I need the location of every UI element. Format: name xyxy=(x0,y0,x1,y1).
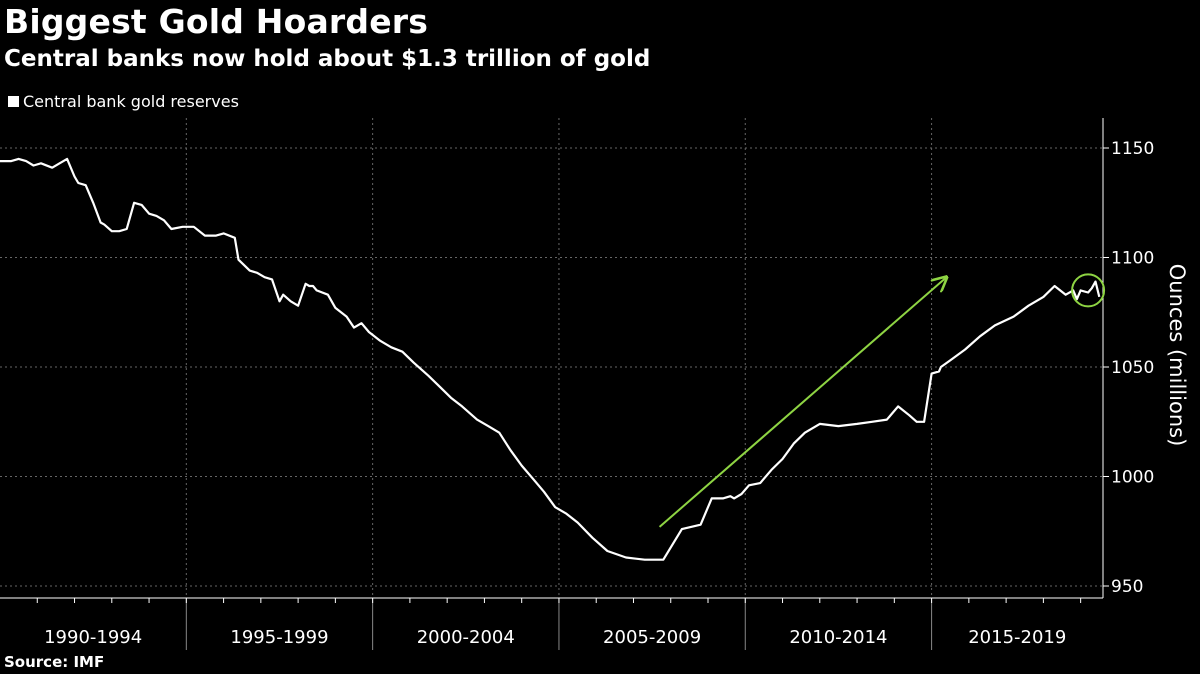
y-tick-label: 1000 xyxy=(1111,468,1154,488)
highlight-circle xyxy=(1071,273,1106,308)
x-category-label: 2000-2004 xyxy=(417,627,515,648)
legend: Central bank gold reserves xyxy=(8,92,239,111)
x-category-label: 2010-2014 xyxy=(789,627,887,648)
annotation-layer xyxy=(658,273,1106,528)
chart-subtitle: Central banks now hold about $1.3 trilli… xyxy=(4,46,651,72)
x-category-label: 2015-2019 xyxy=(968,627,1066,648)
series-layer xyxy=(0,157,1101,561)
y-axis-label: Ounces (millions) xyxy=(1165,264,1189,447)
x-category-label: 2005-2009 xyxy=(603,627,701,648)
grid-layer xyxy=(0,118,1103,598)
y-tick-label: 1050 xyxy=(1111,358,1154,378)
series-line-central-bank-gold-reserves xyxy=(0,157,1101,561)
chart-title: Biggest Gold Hoarders xyxy=(4,2,429,41)
legend-swatch xyxy=(8,96,19,107)
legend-label: Central bank gold reserves xyxy=(23,92,239,111)
axes-layer: 950 1000 1050 1100 1150 1990-1994 1995-1999 200… xyxy=(0,118,1189,650)
trend-arrow xyxy=(658,277,947,528)
x-category-label: 1990-1994 xyxy=(44,627,142,648)
x-category-label: 1995-1999 xyxy=(230,627,328,648)
y-tick-label: 1150 xyxy=(1111,139,1154,159)
y-tick-label: 950 xyxy=(1111,577,1143,597)
source-note: Source: IMF xyxy=(4,653,105,671)
y-tick-label: 1100 xyxy=(1111,249,1154,269)
